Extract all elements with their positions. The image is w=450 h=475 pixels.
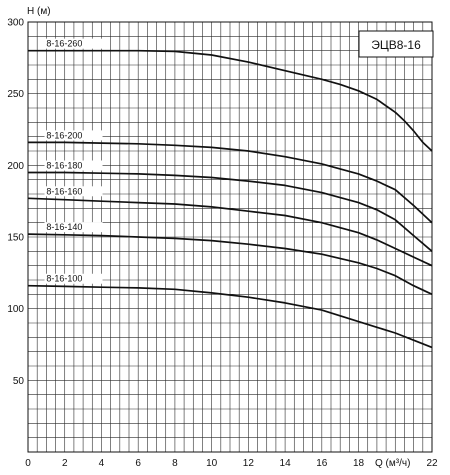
y-tick-labels: 50 100 150 200 250 300 <box>7 18 24 387</box>
curve-label-8-16-200: 8-16-200 <box>46 130 82 140</box>
curve-label-8-16-140: 8-16-140 <box>46 222 82 232</box>
x-tick-label: 2 <box>62 458 68 469</box>
curve-label-8-16-160: 8-16-160 <box>46 186 82 196</box>
curve-label-bg <box>44 160 103 171</box>
y-tick-label: 300 <box>7 18 24 29</box>
curve-8-16-160 <box>27 197 433 267</box>
x-tick-label: 6 <box>135 458 141 469</box>
curve-8-16-260 <box>28 49 433 152</box>
x-axis-label: Q (м³/ч) <box>375 458 410 469</box>
pump-curves <box>27 49 433 349</box>
model-title: ЭЦВ8-16 <box>371 38 421 52</box>
model-box <box>358 30 434 58</box>
x-tick-label: 4 <box>99 458 105 469</box>
x-tick-labels: 0 2 4 6 8 10 12 14 16 18 22 <box>25 458 438 469</box>
x-tick-label: 16 <box>316 458 328 469</box>
x-tick-label: 12 <box>243 458 255 469</box>
x-tick-label: 18 <box>353 458 365 469</box>
curve-8-16-140 <box>27 233 433 296</box>
x-tick-label: 14 <box>280 458 292 469</box>
x-tick-label: 0 <box>25 458 31 469</box>
chart-frame <box>27 21 433 453</box>
curve-label-bg <box>44 273 103 284</box>
curve-labels: 8-16-260 8-16-200 8-16-180 8-16-160 8-16-140… <box>44 38 103 284</box>
y-axis-label: H (м) <box>27 6 51 17</box>
x-tick-label: 8 <box>172 458 178 469</box>
curve-8-16-100 <box>27 284 433 349</box>
y-tick-label: 50 <box>13 376 25 387</box>
x-tick-label: 10 <box>206 458 218 469</box>
curve-label-8-16-100: 8-16-100 <box>46 274 82 284</box>
y-tick-label: 200 <box>7 161 24 172</box>
y-tick-label: 150 <box>7 233 24 244</box>
curve-label-8-16-180: 8-16-180 <box>46 161 82 171</box>
x-tick-label: 22 <box>426 458 438 469</box>
y-tick-label: 250 <box>7 89 24 100</box>
curve-label-bg <box>44 38 103 49</box>
curve-label-bg <box>44 186 103 197</box>
curve-label-bg <box>44 130 103 141</box>
curve-label-bg <box>44 222 103 233</box>
curve-8-16-200 <box>28 141 433 224</box>
curve-8-16-180 <box>28 171 433 252</box>
y-tick-label: 100 <box>7 304 24 315</box>
plot-border <box>27 21 433 453</box>
curve-label-8-16-260: 8-16-260 <box>46 39 82 49</box>
